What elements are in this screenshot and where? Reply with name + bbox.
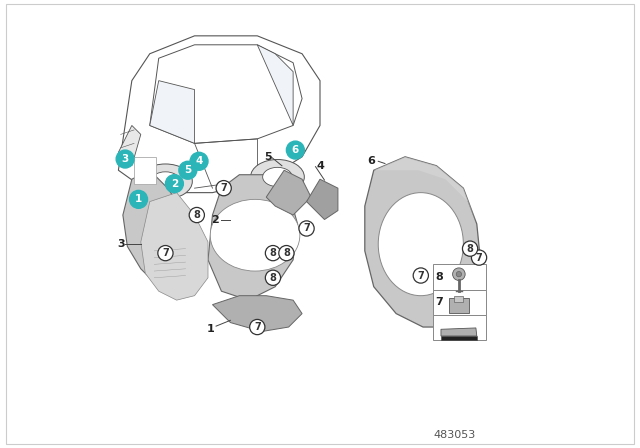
Text: 4: 4: [316, 161, 324, 171]
Text: 7: 7: [435, 297, 443, 307]
Circle shape: [452, 268, 465, 280]
Circle shape: [287, 141, 305, 159]
Text: 6: 6: [367, 156, 376, 166]
Polygon shape: [365, 157, 481, 327]
Polygon shape: [441, 336, 477, 340]
Text: 5: 5: [184, 165, 191, 175]
Polygon shape: [208, 175, 298, 300]
Text: 8: 8: [435, 272, 443, 282]
Text: 2: 2: [211, 215, 219, 224]
Circle shape: [456, 271, 461, 277]
Ellipse shape: [210, 199, 300, 271]
Polygon shape: [257, 45, 293, 125]
Text: 3: 3: [122, 154, 129, 164]
Circle shape: [116, 150, 134, 168]
Circle shape: [216, 181, 231, 196]
Text: 8: 8: [467, 244, 474, 254]
Polygon shape: [441, 328, 477, 336]
Polygon shape: [118, 36, 320, 193]
Text: 7: 7: [220, 183, 227, 193]
Ellipse shape: [250, 159, 304, 194]
Circle shape: [472, 250, 486, 265]
Text: 5: 5: [265, 152, 272, 162]
Polygon shape: [118, 125, 141, 166]
Circle shape: [179, 161, 197, 179]
Text: 6: 6: [292, 145, 299, 155]
Text: 7: 7: [254, 322, 260, 332]
Text: 1: 1: [206, 324, 214, 334]
Polygon shape: [150, 81, 195, 143]
Bar: [433, 315, 486, 340]
Text: 2: 2: [171, 179, 178, 189]
Polygon shape: [123, 170, 195, 291]
Polygon shape: [374, 157, 477, 224]
Polygon shape: [141, 193, 208, 300]
Text: 1: 1: [135, 194, 142, 204]
Text: 7: 7: [162, 248, 169, 258]
Circle shape: [266, 246, 280, 261]
Text: 483053: 483053: [433, 431, 476, 440]
Text: 7: 7: [476, 253, 483, 263]
Ellipse shape: [138, 164, 192, 199]
Circle shape: [413, 268, 428, 283]
Text: 3: 3: [117, 239, 124, 249]
Circle shape: [299, 221, 314, 236]
Text: 7: 7: [417, 271, 424, 280]
Polygon shape: [212, 296, 302, 332]
Circle shape: [266, 270, 280, 285]
Polygon shape: [150, 45, 302, 143]
Text: 7: 7: [303, 224, 310, 233]
Circle shape: [190, 152, 208, 170]
Circle shape: [189, 207, 204, 223]
Bar: [454, 296, 463, 302]
Ellipse shape: [150, 172, 180, 191]
Text: 8: 8: [269, 273, 276, 283]
Circle shape: [279, 246, 294, 261]
Polygon shape: [266, 170, 311, 215]
Circle shape: [165, 175, 183, 193]
Ellipse shape: [378, 193, 463, 296]
Circle shape: [250, 319, 265, 335]
Circle shape: [463, 241, 477, 256]
Text: 8: 8: [193, 210, 200, 220]
Bar: [449, 298, 468, 313]
Circle shape: [129, 190, 147, 208]
Text: 8: 8: [283, 248, 290, 258]
Ellipse shape: [262, 168, 292, 186]
Text: 4: 4: [195, 156, 203, 166]
Circle shape: [158, 246, 173, 261]
Polygon shape: [307, 179, 338, 220]
Text: 8: 8: [269, 248, 276, 258]
Bar: [433, 264, 486, 290]
Polygon shape: [134, 157, 156, 184]
Bar: [433, 290, 486, 315]
